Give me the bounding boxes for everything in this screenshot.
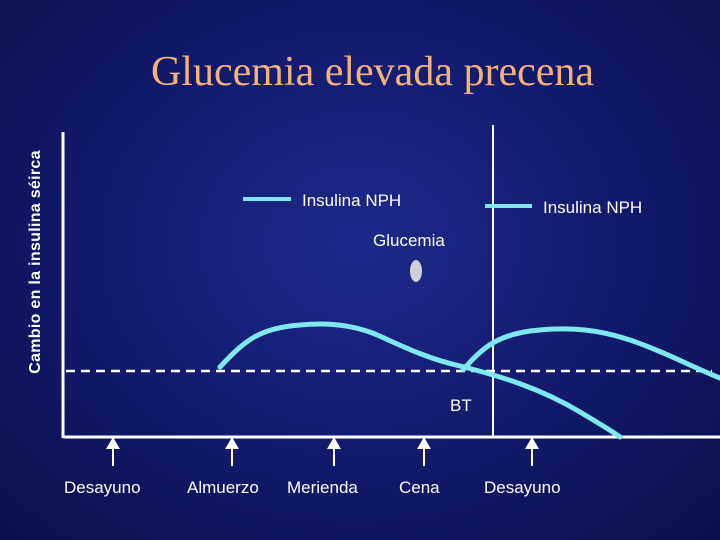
baseline-label: BT bbox=[450, 396, 472, 415]
glucose-marker bbox=[410, 260, 422, 282]
insulin-curve-evening bbox=[460, 326, 720, 381]
meal-label-cena: Cena bbox=[399, 478, 440, 497]
legend-insulin-label-2: Insulina NPH bbox=[543, 198, 643, 217]
legend-glucose-label: Glucemia bbox=[373, 231, 445, 250]
slide-title: Glucemia elevada precena bbox=[150, 49, 595, 95]
insulin-curve-morning bbox=[217, 321, 623, 440]
meal-arrow-merienda bbox=[327, 437, 341, 466]
legend-insulin-label-1: Insulina NPH bbox=[302, 191, 402, 210]
meal-arrow-desayuno bbox=[106, 437, 120, 466]
meal-label-desayuno: Desayuno bbox=[64, 478, 141, 497]
meal-arrow-desayuno-next bbox=[525, 437, 539, 466]
meal-label-merienda: Merienda bbox=[287, 478, 358, 497]
meal-arrow-cena bbox=[417, 437, 431, 466]
meal-label-almuerzo: Almuerzo bbox=[187, 478, 259, 497]
meal-label-desayuno-next: Desayuno bbox=[484, 478, 561, 497]
meal-arrow-almuerzo bbox=[225, 437, 239, 466]
